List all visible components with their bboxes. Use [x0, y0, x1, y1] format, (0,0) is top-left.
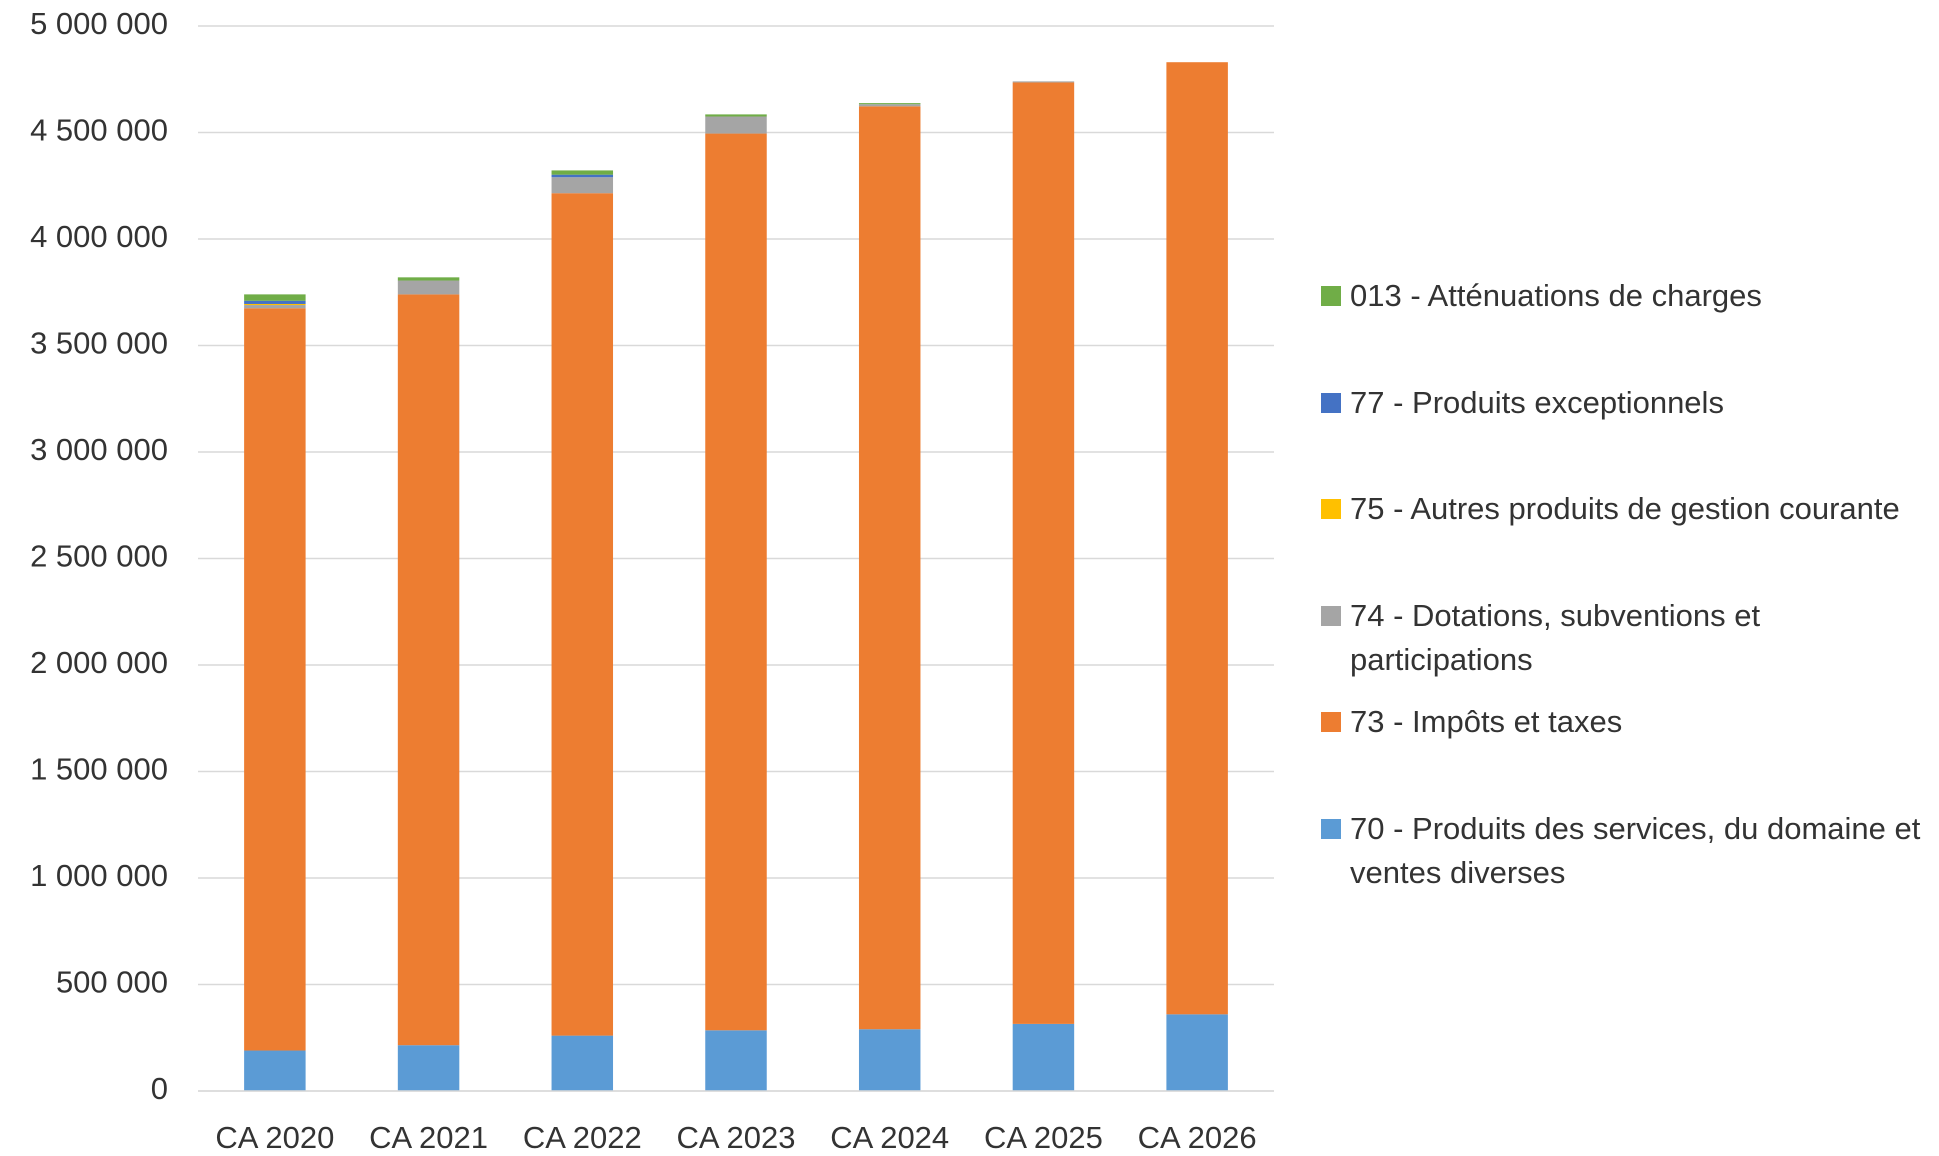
bar-segment	[1012, 82, 1075, 1024]
bar-segment	[1012, 81, 1075, 83]
x-tick-label: CA 2024	[830, 1120, 949, 1155]
bar-segment	[551, 170, 614, 175]
bar-segment	[1012, 1023, 1075, 1091]
bar-segment	[858, 104, 921, 107]
x-tick-label: CA 2023	[677, 1120, 796, 1155]
bar-segment	[397, 277, 460, 281]
x-tick-label: CA 2026	[1138, 1120, 1257, 1155]
legend-swatch	[1321, 286, 1341, 306]
legend-label: 74 - Dotations, subventions et participa…	[1350, 597, 1761, 677]
y-tick-label: 2 500 000	[30, 539, 168, 574]
bar-segment	[244, 294, 306, 301]
y-tick-label: 5 000 000	[30, 6, 168, 41]
bar-segment	[244, 300, 306, 304]
legend-label: 70 - Produits des services, du domaine e…	[1350, 810, 1921, 890]
y-tick-label: 4 500 000	[30, 113, 168, 148]
x-tick-label: CA 2021	[369, 1120, 488, 1155]
legend-label: 013 - Atténuations de charges	[1350, 278, 1762, 313]
bar-segment	[397, 280, 460, 295]
bar-segment	[858, 106, 921, 1030]
bar-segment	[705, 114, 767, 117]
bar-segment	[551, 1035, 614, 1091]
x-tick-label: CA 2025	[984, 1120, 1103, 1155]
bar-segment	[858, 103, 921, 105]
legend-swatch	[1321, 712, 1341, 732]
bar-segment	[1166, 62, 1228, 1015]
bar-segment	[705, 133, 767, 1031]
y-tick-label: 1 000 000	[30, 858, 168, 893]
bar-segment	[551, 177, 614, 194]
bar-segment	[858, 1029, 921, 1091]
y-tick-label: 3 500 000	[30, 326, 168, 361]
bar-segment	[551, 193, 614, 1036]
y-tick-label: 1 500 000	[30, 752, 168, 787]
y-tick-label: 3 000 000	[30, 432, 168, 467]
bar-segment	[244, 303, 306, 306]
x-tick-label: CA 2022	[523, 1120, 642, 1155]
y-tick-label: 500 000	[56, 965, 168, 1000]
y-tick-label: 0	[151, 1071, 168, 1106]
legend-label: 77 - Produits exceptionnels	[1350, 384, 1724, 420]
bar-segment	[397, 1045, 460, 1091]
legend-label: 75 - Autres produits de gestion courante	[1350, 491, 1900, 526]
y-tick-label: 4 000 000	[30, 219, 168, 254]
legend-swatch	[1321, 605, 1341, 626]
bar-segment	[397, 294, 460, 1046]
bar-segment	[244, 305, 306, 309]
legend-swatch	[1321, 392, 1341, 413]
bar-segment	[705, 1030, 767, 1091]
legend-swatch	[1321, 818, 1341, 839]
y-tick-label: 2 000 000	[30, 645, 168, 680]
bar-segment	[244, 308, 306, 1051]
bar-segment	[244, 1050, 306, 1091]
bar-segment	[551, 174, 614, 178]
legend-swatch	[1321, 499, 1341, 519]
x-tick-label: CA 2020	[215, 1120, 334, 1155]
bar-segment	[705, 116, 767, 134]
bar-segment	[1166, 1014, 1228, 1091]
legend-label: 73 - Impôts et taxes	[1350, 704, 1623, 739]
